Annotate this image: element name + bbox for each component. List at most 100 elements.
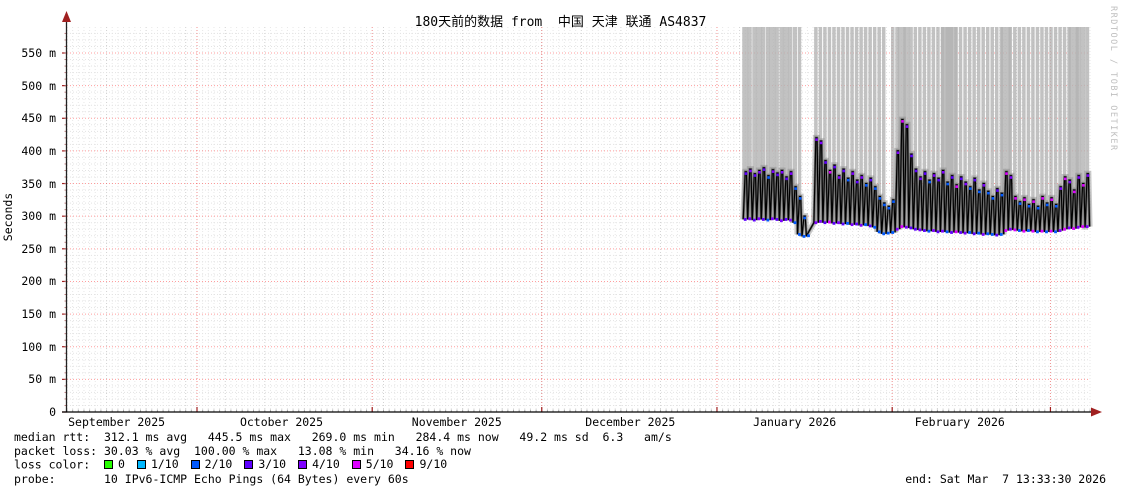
loss-dot (846, 221, 849, 225)
loss-dot (1009, 176, 1013, 179)
loss-color-value: 5/10 (365, 457, 394, 471)
smoke-bar (881, 27, 886, 234)
smoke-bar (890, 27, 895, 233)
loss-dot (982, 184, 986, 187)
smoke-bar (742, 27, 749, 220)
rrdtool-watermark: RRDTOOL / TOBI OETIKER (1108, 6, 1118, 152)
loss-dot (950, 176, 954, 179)
smoke-bar (877, 27, 881, 232)
loss-dot (891, 231, 895, 234)
loss-dot (941, 170, 945, 174)
smoke-bar (1044, 27, 1049, 232)
smoke-bar (872, 27, 877, 228)
loss-dot (1017, 229, 1021, 232)
smoke-bar (981, 27, 985, 235)
loss-dot (803, 216, 807, 220)
loss-dot (823, 221, 827, 225)
loss-dot (837, 176, 841, 179)
loss-dot (977, 231, 981, 235)
loss-dot (860, 176, 864, 179)
loss-dot (932, 229, 935, 232)
loss-dot (1026, 229, 1030, 232)
loss-dot (1063, 177, 1067, 181)
loss-dot (815, 138, 818, 141)
x-tick-month-label: December 2025 (585, 415, 676, 429)
loss-dot (744, 172, 748, 175)
smoke-bar (782, 27, 789, 220)
loss-dot (959, 177, 963, 181)
loss-dot (1050, 198, 1054, 202)
smoke-bar (1049, 27, 1053, 232)
loss-color-swatch-1-10 (136, 459, 146, 469)
loss-dot (968, 231, 972, 234)
loss-dot (846, 178, 850, 182)
smoke-bar (747, 27, 752, 219)
smoke-bar (818, 27, 823, 222)
loss-dot (932, 174, 936, 177)
smoke-bar (990, 27, 994, 235)
loss-dot (900, 225, 904, 229)
loss-dot (1072, 227, 1076, 230)
loss-dot (886, 231, 890, 235)
smoke-bar (1000, 27, 1011, 231)
loss-dot (936, 230, 940, 234)
loss-color-swatch-2-10 (190, 459, 200, 469)
loss-dot (955, 185, 959, 188)
loss-dot (1054, 204, 1058, 208)
loss-dot (1067, 226, 1071, 230)
loss-color-swatch-0 (104, 459, 114, 469)
y-tick-label: 500 m (21, 78, 56, 93)
loss-dot (748, 217, 752, 221)
loss-dot (1085, 225, 1089, 229)
smoke-bar (1026, 27, 1031, 231)
loss-dot (841, 222, 845, 226)
loss-dot (1040, 229, 1044, 233)
loss-dot (1073, 190, 1076, 194)
loss-dot (743, 218, 747, 221)
loss-dot (904, 225, 908, 229)
loss-dot (767, 176, 770, 179)
loss-dot (1054, 230, 1057, 234)
smoke-bar (927, 27, 931, 232)
smoke-bar (859, 27, 863, 226)
smoke-bar (1062, 27, 1067, 230)
loss-dot (873, 225, 877, 229)
smoke-bar (994, 27, 999, 236)
loss-dot (1058, 229, 1062, 232)
loss-dot (905, 125, 909, 128)
loss-dot (832, 221, 836, 225)
smoke-bar (963, 27, 967, 234)
loss-dot (780, 219, 783, 223)
loss-dot (1076, 225, 1080, 229)
loss-dot (794, 187, 797, 190)
loss-color-label: loss color: (14, 457, 105, 472)
loss-dot (969, 187, 972, 190)
loss-dot (793, 221, 797, 225)
loss-dot (1018, 202, 1022, 205)
loss-dot (973, 178, 977, 182)
smoke-bar (1068, 27, 1079, 229)
packet-loss-stats: packet loss: 30.03 % avg 100.00 % max 13… (14, 444, 471, 458)
loss-dot (1081, 225, 1085, 229)
loss-dot (753, 174, 757, 177)
loss-dot (963, 231, 967, 235)
loss-dot (999, 233, 1003, 236)
smoke-bar (931, 27, 936, 231)
loss-dot (959, 231, 962, 234)
loss-dot (990, 233, 994, 236)
loss-dot (954, 230, 958, 234)
loss-dot (878, 197, 882, 200)
x-tick-month-label: November 2025 (411, 415, 502, 429)
loss-dot (901, 120, 904, 123)
loss-dot (807, 234, 810, 238)
loss-dot (855, 222, 858, 226)
loss-color-legend: loss color: 0 1/10 2/10 3/10 4/10 5/10 9/10 (14, 458, 459, 471)
smoke-bar (1080, 27, 1086, 227)
x-tick-month-label: October 2025 (239, 415, 324, 429)
y-tick-label: 550 m (21, 46, 56, 60)
chart-title: 180天前的数据 from 中国 天津 联通 AS4837 (414, 15, 707, 30)
smoke-bar (918, 27, 922, 230)
loss-dot (824, 161, 827, 164)
loss-dot (919, 177, 922, 181)
y-tick-label: 350 m (21, 176, 56, 191)
